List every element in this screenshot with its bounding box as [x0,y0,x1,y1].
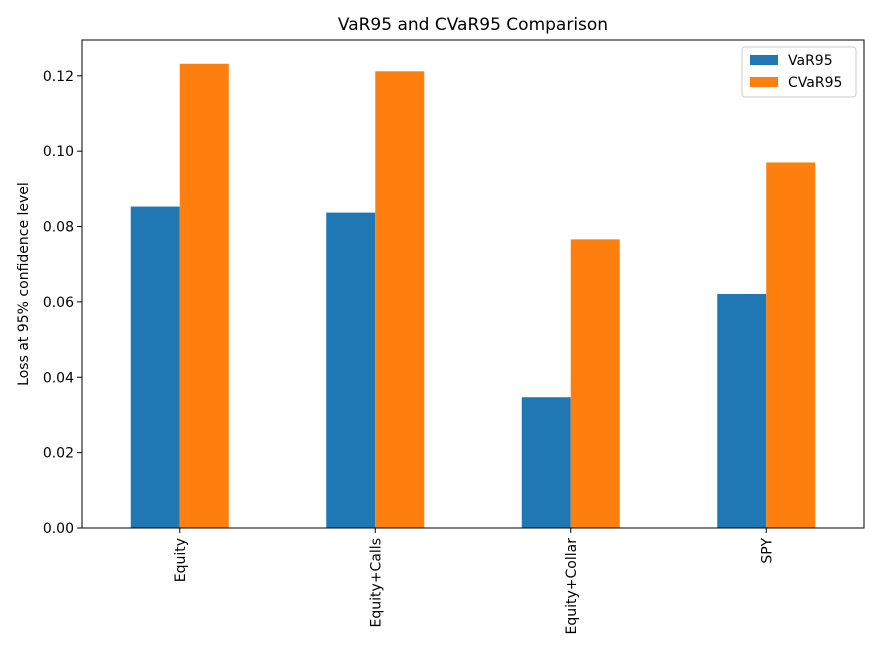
y-tick-label: 0.00 [43,521,74,537]
y-tick-label: 0.08 [43,220,74,236]
y-tick-label: 0.04 [43,370,74,386]
bar-cvar95-1 [179,63,229,528]
bar-cvar95-4 [766,162,816,528]
bar-var95-1 [130,206,180,529]
legend-swatch-var95 [750,55,778,65]
x-tick-label: Equity+Collar [564,538,580,635]
legend-swatch-cvar95 [750,77,778,87]
y-tick-label: 0.10 [43,144,74,160]
bar-var95-4 [717,293,767,528]
y-tick-label: 0.06 [43,295,74,311]
x-tick-label: Equity [173,538,189,582]
y-tick-label: 0.12 [43,69,74,85]
legend-label-var95: VaR95 [788,53,833,69]
x-axis-ticks: Equity Equity+Calls Equity+Collar SPY [173,528,775,635]
plot-frame [81,39,865,529]
x-tick-label: Equity+Calls [368,538,384,627]
bar-cvar95-2 [375,71,425,528]
y-tick-label: 0.02 [43,446,74,462]
legend: VaR95 CVaR95 [741,46,857,98]
bar-cvar95-3 [570,239,620,529]
legend-label-cvar95: CVaR95 [788,75,842,91]
chart-title: VaR95 and CVaR95 Comparison [338,15,608,35]
x-tick-label: SPY [759,538,775,564]
y-axis-label: Loss at 95% confidence level [16,182,32,386]
bar-var95-2 [326,212,376,528]
bars-group [130,63,816,529]
y-axis-ticks: 0.00 0.02 0.04 0.06 0.08 0.10 0.12 [43,69,82,537]
bar-var95-3 [521,397,571,528]
